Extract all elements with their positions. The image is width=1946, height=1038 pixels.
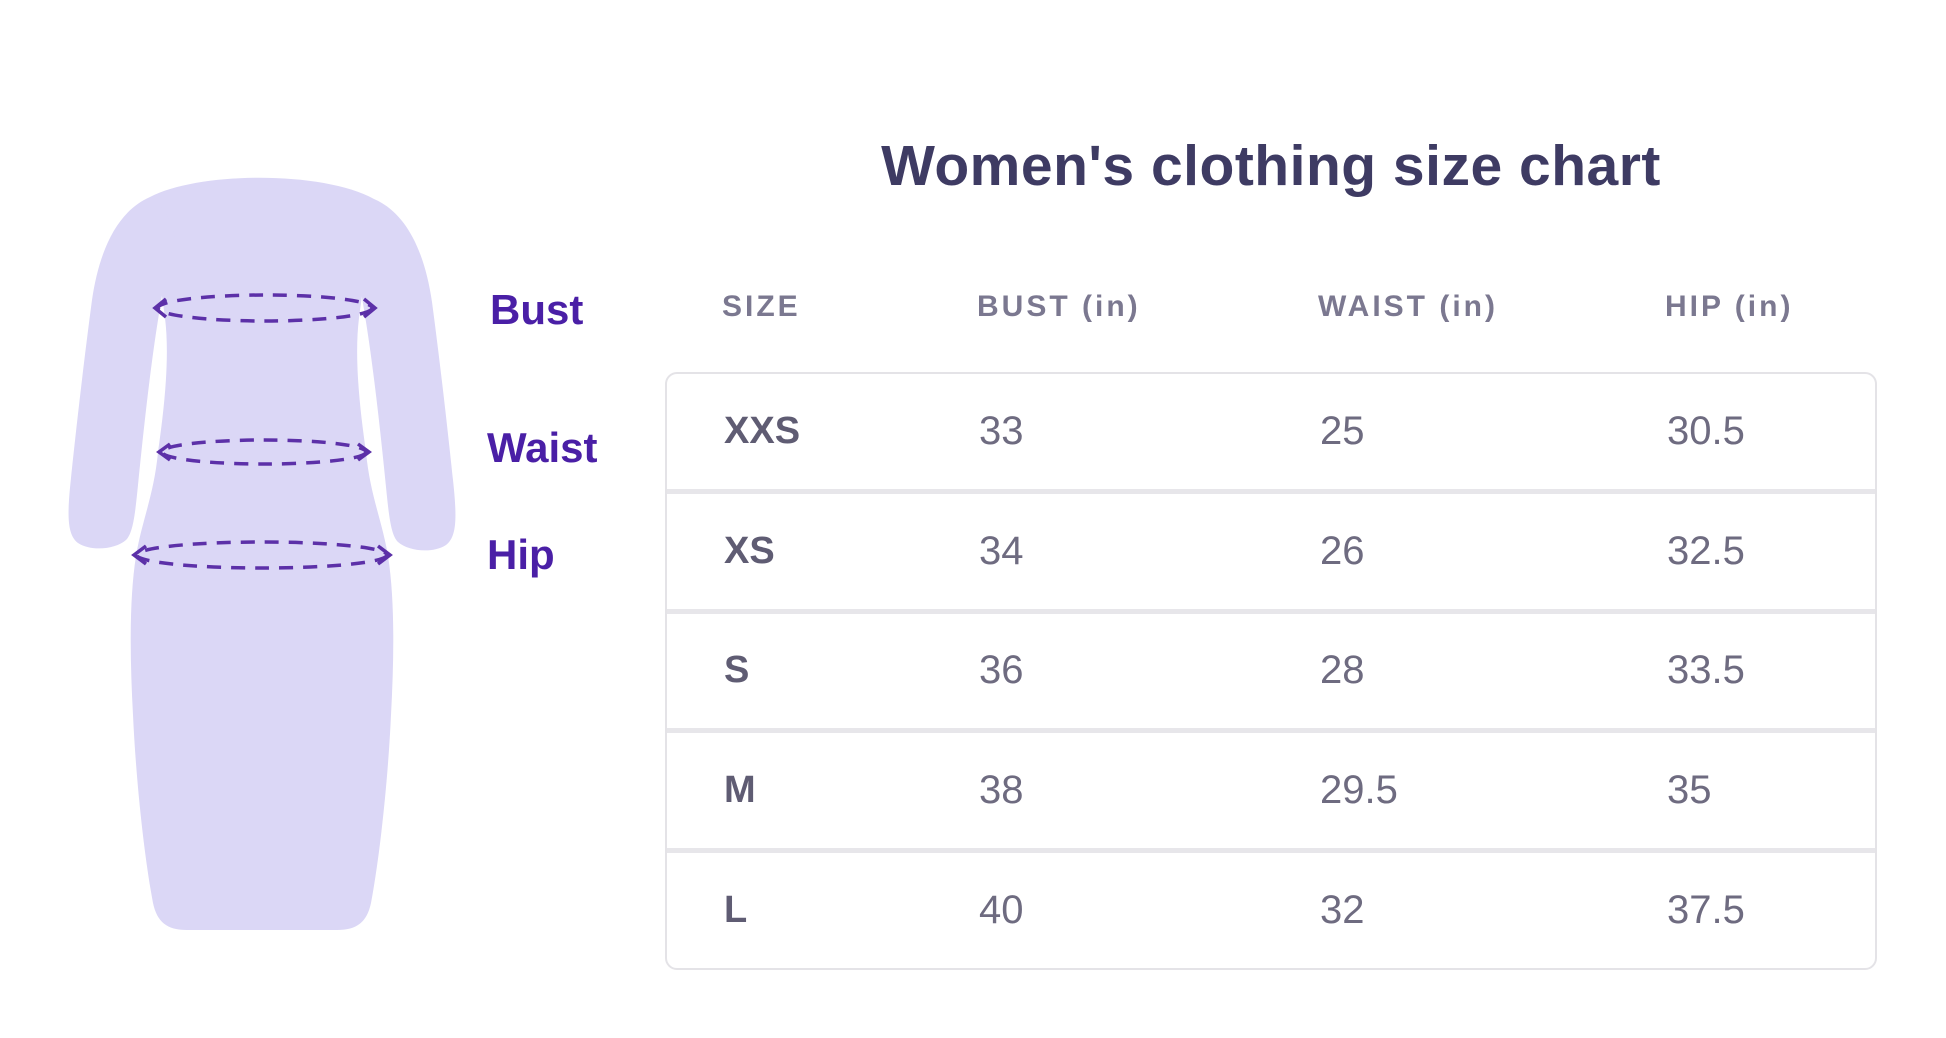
size-cell: M <box>724 769 756 812</box>
waist-label: Waist <box>487 424 598 471</box>
size-cell: L <box>724 889 748 932</box>
waist-measure-ellipse <box>156 438 372 466</box>
hip-cell: 35 <box>1667 768 1712 813</box>
waist-cell: 26 <box>1320 528 1365 573</box>
column-header-size: SIZE <box>722 290 801 323</box>
waist-cell: 25 <box>1320 408 1365 453</box>
hip-cell: 30.5 <box>1667 408 1745 453</box>
hip-label: Hip <box>487 531 555 578</box>
waist-cell: 32 <box>1320 888 1365 933</box>
dress-silhouette <box>68 177 456 931</box>
waist-cell: 28 <box>1320 648 1365 693</box>
table-row-xs: XS 34 26 32.5 <box>667 494 1875 609</box>
hip-cell: 32.5 <box>1667 528 1745 573</box>
table-row-m: M 38 29.5 35 <box>667 733 1875 848</box>
column-header-hip: HIP (in) <box>1665 290 1794 323</box>
size-cell: XXS <box>724 409 801 452</box>
bust-cell: 38 <box>979 768 1024 813</box>
dress-illustration <box>68 177 456 931</box>
size-cell: S <box>724 649 750 692</box>
column-header-bust: BUST (in) <box>977 290 1141 323</box>
table-row-l: L 40 32 37.5 <box>667 853 1875 968</box>
column-header-waist: WAIST (in) <box>1318 290 1498 323</box>
table-row-xxs: XXS 33 25 30.5 <box>667 374 1875 489</box>
row-divider <box>667 848 1875 854</box>
size-cell: XS <box>724 529 775 572</box>
bust-measure-ellipse <box>152 293 378 323</box>
hip-cell: 37.5 <box>1667 888 1745 933</box>
row-divider <box>667 488 1875 494</box>
table-row-s: S 36 28 33.5 <box>667 614 1875 729</box>
row-divider <box>667 728 1875 734</box>
hip-cell: 33.5 <box>1667 648 1745 693</box>
waist-cell: 29.5 <box>1320 768 1398 813</box>
bust-cell: 34 <box>979 528 1024 573</box>
table-header-row: SIZE BUST (in) WAIST (in) HIP (in) <box>665 285 1877 329</box>
bust-label: Bust <box>490 286 584 333</box>
page-title: Women's clothing size chart <box>881 134 1661 198</box>
hip-measure-ellipse <box>131 540 393 570</box>
bust-cell: 36 <box>979 648 1024 693</box>
bust-cell: 40 <box>979 888 1024 933</box>
row-divider <box>667 608 1875 614</box>
bust-cell: 33 <box>979 408 1024 453</box>
size-table: XXS 33 25 30.5 XS 34 26 32.5 S 36 28 33.… <box>665 372 1877 970</box>
